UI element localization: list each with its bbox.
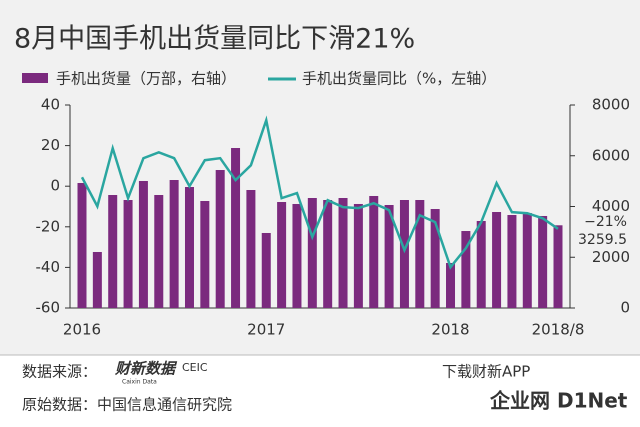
x-tick-label: 2018/8 xyxy=(532,321,585,339)
y2-tick-label: 0 xyxy=(620,299,630,317)
bar xyxy=(261,232,271,308)
footer-text: 下载财新APP xyxy=(442,363,530,381)
value-label: 3259.5 xyxy=(578,232,627,248)
bar xyxy=(507,215,517,308)
bar xyxy=(77,183,87,308)
chart-title: 8月中国手机出货量同比下滑21% xyxy=(14,24,415,55)
bar xyxy=(446,263,456,308)
legend-swatch xyxy=(22,73,48,83)
y-tick-label: -60 xyxy=(36,299,61,317)
bar xyxy=(384,205,394,308)
y-tick-label: 20 xyxy=(41,136,60,154)
bar xyxy=(415,200,425,308)
y2-tick-label: 2000 xyxy=(592,248,630,266)
bar xyxy=(430,209,440,308)
bar xyxy=(338,197,348,308)
legend-label: 手机出货量（万部，右轴） xyxy=(56,70,236,88)
bar xyxy=(292,203,302,308)
y-tick-label: -40 xyxy=(36,258,61,276)
bar xyxy=(138,180,148,308)
bar xyxy=(184,187,194,308)
bar xyxy=(323,200,333,308)
bar xyxy=(538,215,548,308)
logo: 财新数据 xyxy=(114,360,178,378)
bar xyxy=(369,195,379,308)
x-tick-label: 2018 xyxy=(431,321,469,339)
y-tick-label: 40 xyxy=(41,96,60,114)
bar xyxy=(553,225,563,308)
ceic-logo: CEIC xyxy=(182,361,208,374)
bar xyxy=(461,231,471,308)
legend-label: 手机出货量同比（%，左轴） xyxy=(302,70,496,88)
bar xyxy=(169,180,179,308)
bar xyxy=(399,200,409,308)
x-tick-label: 2016 xyxy=(63,321,101,339)
x-tick-label: 2017 xyxy=(247,321,285,339)
footer-text: 数据来源： xyxy=(22,363,97,381)
y2-tick-label: 4000 xyxy=(592,197,630,215)
bar xyxy=(522,212,532,308)
line xyxy=(80,115,559,270)
value-label: −21% xyxy=(584,214,627,230)
y2-tick-label: 8000 xyxy=(592,96,630,114)
bar xyxy=(307,197,317,308)
y-tick-label: 0 xyxy=(50,177,60,195)
footer-text: 原始数据：中国信息通信研究院 xyxy=(22,396,232,414)
bar xyxy=(277,202,287,308)
bar xyxy=(246,190,256,308)
bar xyxy=(154,195,164,308)
bar xyxy=(215,170,225,308)
bar xyxy=(200,200,210,308)
bar xyxy=(353,203,363,308)
logo-sub: Caixin Data xyxy=(122,379,157,386)
bar xyxy=(231,148,241,308)
bar xyxy=(123,200,133,308)
bar xyxy=(492,212,502,308)
y2-tick-label: 6000 xyxy=(592,146,630,164)
bar xyxy=(108,195,118,308)
chart-background xyxy=(0,0,640,355)
y-tick-label: -20 xyxy=(36,217,61,235)
bar xyxy=(476,220,486,308)
bar xyxy=(92,251,102,308)
watermark: 企业网 D1Net xyxy=(489,389,628,413)
